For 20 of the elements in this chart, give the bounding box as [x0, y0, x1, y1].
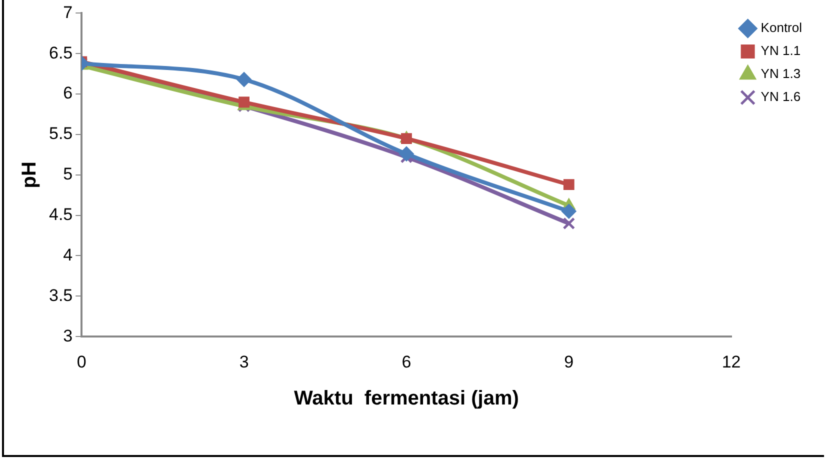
x-axis-title: Waktu fermentasi (jam) — [294, 388, 519, 410]
y-tick-label: 6.5 — [48, 43, 73, 62]
y-tick-label: 5.5 — [48, 124, 73, 144]
y-tick-label: 3 — [63, 326, 73, 346]
legend-label: YN 1.1 — [760, 43, 801, 58]
x-tick-label: 12 — [722, 352, 741, 372]
x-tick-label: 3 — [239, 352, 249, 372]
y-tick-label: 3.5 — [48, 286, 73, 305]
x-tick-label: 9 — [564, 352, 574, 372]
y-tick-label: 4.5 — [48, 205, 73, 224]
legend-label: Kontrol — [760, 20, 802, 36]
y-tick-label: 7 — [63, 2, 73, 22]
y-axis-title: pH — [18, 162, 41, 188]
y-tick-label: 4 — [63, 245, 73, 264]
y-tick-label: 5 — [63, 164, 73, 184]
x-tick-label: 6 — [402, 352, 412, 372]
legend-label: YN 1.3 — [760, 66, 801, 82]
legend-label: YN 1.6 — [760, 89, 801, 104]
x-tick-label: 0 — [76, 352, 86, 372]
y-tick-label: 6 — [63, 84, 73, 103]
